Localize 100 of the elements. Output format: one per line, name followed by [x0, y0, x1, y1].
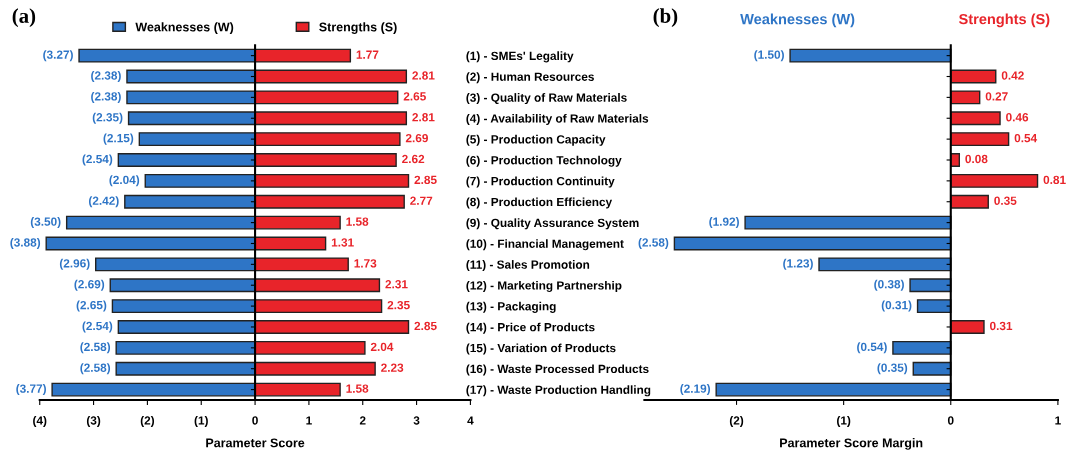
- bar: [65, 215, 256, 230]
- bar: [912, 361, 952, 376]
- bar: [117, 320, 256, 334]
- data-label: (2.19): [680, 384, 711, 396]
- data-label: 0.46: [1006, 113, 1029, 122]
- data-label: 2.81: [412, 71, 435, 80]
- bar: [254, 320, 410, 334]
- data-label: 0.08: [965, 154, 988, 164]
- bar: [673, 236, 952, 251]
- data-label: (2.58): [80, 363, 111, 375]
- data-label: (1.50): [754, 50, 784, 62]
- data-label: 2.65: [403, 92, 426, 101]
- data-label: 2.04: [370, 342, 394, 352]
- x-tick-label: (2): [729, 415, 744, 427]
- data-label: (0.38): [874, 279, 904, 291]
- bar: [950, 194, 989, 209]
- bar: [950, 90, 981, 105]
- data-label: (2.54): [82, 321, 113, 333]
- data-label: (2.65): [76, 300, 107, 312]
- y-tick-label: (3) - Quality of Raw Materials: [466, 93, 627, 105]
- data-label: 0.42: [1001, 71, 1024, 80]
- data-label: (2.58): [80, 342, 111, 354]
- data-label: 2.85: [414, 175, 437, 185]
- y-tick-label: (11) - Sales Promotion: [466, 260, 590, 272]
- series-label: Weaknesses (W): [740, 13, 855, 28]
- bar: [126, 69, 256, 84]
- x-tick-label: 0: [947, 416, 954, 425]
- data-label: (0.54): [857, 342, 887, 354]
- data-label: (2.35): [92, 112, 123, 124]
- data-label: (3.88): [10, 237, 41, 249]
- data-label: (0.35): [877, 363, 908, 375]
- bar: [115, 361, 256, 376]
- y-tick-label: (16) - Waste Processed Products: [466, 364, 649, 376]
- y-tick-label: (5) - Production Capacity: [466, 134, 606, 146]
- bar: [127, 111, 256, 126]
- bar: [254, 299, 383, 314]
- x-tick-label: (1): [837, 415, 851, 427]
- data-label: 1.77: [356, 50, 379, 59]
- x-tick-label: 3: [413, 416, 420, 425]
- data-label: 0.81: [1043, 175, 1066, 185]
- data-label: 0.35: [994, 196, 1017, 205]
- bar: [254, 194, 405, 209]
- bar: [715, 382, 952, 397]
- bar: [117, 153, 256, 167]
- data-label: 2.81: [412, 113, 435, 122]
- data-label: (2.38): [91, 91, 121, 103]
- legend-label: Weaknesses (W): [135, 22, 234, 34]
- bar: [115, 340, 256, 355]
- bar: [109, 278, 256, 293]
- chart-title: (b): [653, 8, 678, 28]
- x-tick-label: (4): [33, 415, 47, 427]
- y-tick-label: (17) - Waste Production Handling: [466, 385, 651, 397]
- chart-title: (a): [12, 8, 36, 28]
- bar: [892, 340, 952, 355]
- bar: [254, 153, 397, 167]
- bar: [254, 278, 381, 293]
- x-tick-label: 0: [252, 416, 258, 425]
- data-label: 1.58: [346, 217, 369, 226]
- y-tick-label: (8) - Production Efficiency: [466, 197, 613, 209]
- bar: [950, 132, 1010, 147]
- bar: [78, 48, 256, 63]
- data-label: 2.69: [405, 133, 428, 143]
- data-label: (2.54): [82, 154, 113, 166]
- x-tick-label: (3): [86, 415, 101, 427]
- bar: [254, 111, 408, 126]
- x-tick-label: (2): [140, 415, 155, 427]
- y-tick-label: (4) - Availability of Raw Materials: [466, 113, 649, 125]
- bar: [254, 382, 341, 397]
- bar: [950, 173, 1039, 188]
- bar: [45, 236, 256, 251]
- data-label: (2.58): [638, 237, 669, 249]
- data-label: (3.27): [43, 50, 73, 62]
- data-label: 2.35: [387, 300, 410, 310]
- data-label: 2.31: [385, 280, 408, 289]
- y-tick-label: (12) - Marketing Partnership: [466, 280, 622, 292]
- bar: [254, 236, 327, 251]
- bar: [254, 257, 349, 272]
- data-label: (2.69): [74, 279, 105, 291]
- data-label: (0.31): [881, 300, 912, 312]
- y-tick-label: (6) - Production Technology: [466, 155, 622, 167]
- bar: [950, 320, 985, 334]
- y-tick-label: (13) - Packaging: [466, 301, 556, 313]
- x-axis-title: Parameter Score: [206, 438, 305, 448]
- bar: [254, 340, 366, 355]
- x-axis-title: Parameter Score Margin: [780, 438, 923, 450]
- bar: [111, 299, 256, 314]
- legend-label: Strengths (S): [319, 22, 397, 34]
- bar: [254, 215, 341, 230]
- y-tick-label: (7) - Production Continuity: [466, 176, 615, 188]
- bar: [138, 132, 256, 147]
- text: Strenghts (S): [958, 13, 1050, 28]
- y-tick-label: (1) - SMEs' Legality: [466, 51, 574, 63]
- x-tick-label: (1): [194, 415, 208, 427]
- y-tick-label: (14) - Price of Products: [466, 322, 595, 334]
- bar: [126, 90, 256, 105]
- data-label: (3.77): [16, 384, 46, 396]
- y-tick-label: (2) - Human Resources: [466, 72, 594, 84]
- bar: [144, 173, 256, 188]
- data-label: 1.73: [354, 259, 377, 268]
- x-tick-label: 4: [467, 416, 474, 425]
